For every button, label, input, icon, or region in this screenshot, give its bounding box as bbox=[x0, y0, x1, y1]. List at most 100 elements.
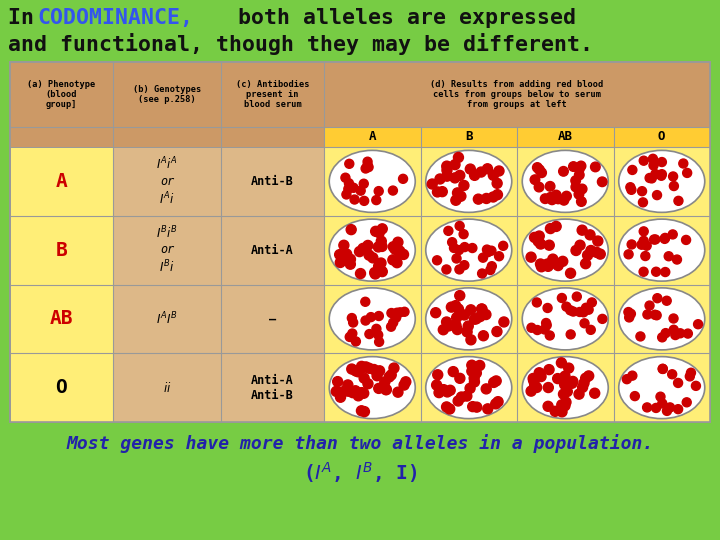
Circle shape bbox=[575, 307, 584, 316]
Circle shape bbox=[456, 392, 467, 402]
Ellipse shape bbox=[329, 150, 415, 212]
Circle shape bbox=[683, 398, 691, 407]
Circle shape bbox=[584, 371, 594, 381]
Circle shape bbox=[463, 321, 473, 331]
Circle shape bbox=[339, 240, 349, 250]
Circle shape bbox=[674, 197, 683, 205]
FancyBboxPatch shape bbox=[10, 216, 710, 285]
Circle shape bbox=[626, 309, 635, 318]
Circle shape bbox=[372, 195, 381, 205]
Circle shape bbox=[358, 362, 368, 373]
Circle shape bbox=[495, 252, 503, 261]
Circle shape bbox=[454, 246, 464, 254]
Text: $I^B i^B$
or
$I^B i$: $I^B i^B$ or $I^B i$ bbox=[156, 225, 178, 275]
Circle shape bbox=[453, 396, 463, 406]
Circle shape bbox=[393, 387, 403, 397]
Circle shape bbox=[536, 372, 546, 382]
Circle shape bbox=[477, 269, 487, 278]
Circle shape bbox=[658, 364, 667, 374]
Text: A: A bbox=[369, 131, 376, 144]
Circle shape bbox=[622, 375, 631, 384]
Circle shape bbox=[593, 236, 603, 246]
Circle shape bbox=[585, 230, 595, 240]
Circle shape bbox=[691, 381, 701, 390]
Circle shape bbox=[460, 242, 469, 252]
Circle shape bbox=[662, 407, 672, 415]
Circle shape bbox=[531, 382, 541, 393]
Circle shape bbox=[392, 308, 402, 318]
Circle shape bbox=[472, 402, 482, 412]
FancyBboxPatch shape bbox=[113, 147, 221, 216]
Circle shape bbox=[657, 171, 666, 180]
Ellipse shape bbox=[329, 356, 415, 418]
Circle shape bbox=[456, 191, 466, 201]
Circle shape bbox=[558, 256, 568, 266]
Circle shape bbox=[442, 161, 452, 171]
Circle shape bbox=[442, 162, 452, 172]
Circle shape bbox=[374, 330, 383, 340]
Circle shape bbox=[389, 318, 397, 327]
Circle shape bbox=[657, 333, 667, 342]
Circle shape bbox=[486, 266, 495, 274]
Circle shape bbox=[344, 179, 354, 188]
Circle shape bbox=[550, 406, 560, 416]
Circle shape bbox=[559, 380, 570, 389]
Circle shape bbox=[576, 161, 586, 171]
Circle shape bbox=[452, 188, 462, 198]
Circle shape bbox=[532, 298, 541, 307]
Circle shape bbox=[358, 244, 368, 253]
Circle shape bbox=[438, 325, 449, 335]
Circle shape bbox=[562, 191, 571, 201]
Circle shape bbox=[462, 391, 472, 401]
Circle shape bbox=[590, 388, 600, 398]
Text: Most genes have more than two alleles in a population.: Most genes have more than two alleles in… bbox=[66, 434, 654, 453]
Circle shape bbox=[557, 407, 567, 417]
Circle shape bbox=[627, 185, 636, 194]
Circle shape bbox=[377, 267, 387, 276]
Circle shape bbox=[351, 386, 361, 396]
Circle shape bbox=[466, 335, 476, 345]
Circle shape bbox=[462, 327, 472, 337]
Circle shape bbox=[444, 321, 454, 331]
Circle shape bbox=[656, 392, 665, 401]
Circle shape bbox=[582, 250, 593, 260]
Circle shape bbox=[674, 379, 683, 387]
Circle shape bbox=[382, 384, 392, 395]
Circle shape bbox=[541, 194, 550, 204]
Circle shape bbox=[639, 198, 647, 207]
Circle shape bbox=[649, 235, 659, 244]
Circle shape bbox=[643, 310, 652, 319]
Circle shape bbox=[348, 318, 358, 327]
Circle shape bbox=[661, 329, 670, 338]
Circle shape bbox=[481, 384, 491, 394]
Circle shape bbox=[624, 308, 633, 316]
Circle shape bbox=[528, 374, 538, 383]
Circle shape bbox=[361, 298, 370, 306]
Text: Anti-B: Anti-B bbox=[251, 175, 294, 188]
Circle shape bbox=[374, 261, 384, 271]
Circle shape bbox=[579, 378, 589, 388]
Circle shape bbox=[533, 163, 542, 172]
Circle shape bbox=[371, 226, 381, 237]
Circle shape bbox=[537, 168, 546, 178]
Circle shape bbox=[445, 404, 455, 414]
Circle shape bbox=[647, 174, 656, 183]
Circle shape bbox=[374, 228, 384, 238]
Circle shape bbox=[536, 262, 546, 272]
Circle shape bbox=[658, 399, 667, 408]
Circle shape bbox=[543, 303, 552, 313]
FancyBboxPatch shape bbox=[221, 147, 324, 216]
Circle shape bbox=[377, 241, 387, 252]
Circle shape bbox=[469, 373, 479, 383]
Circle shape bbox=[491, 376, 501, 386]
Circle shape bbox=[535, 165, 544, 174]
Circle shape bbox=[572, 292, 581, 301]
Circle shape bbox=[545, 331, 554, 340]
Circle shape bbox=[351, 337, 361, 346]
Circle shape bbox=[671, 330, 680, 340]
Circle shape bbox=[651, 170, 660, 179]
Circle shape bbox=[533, 326, 542, 334]
Circle shape bbox=[566, 330, 575, 339]
Circle shape bbox=[343, 386, 354, 396]
Text: Anti-A
Anti-B: Anti-A Anti-B bbox=[251, 374, 294, 402]
